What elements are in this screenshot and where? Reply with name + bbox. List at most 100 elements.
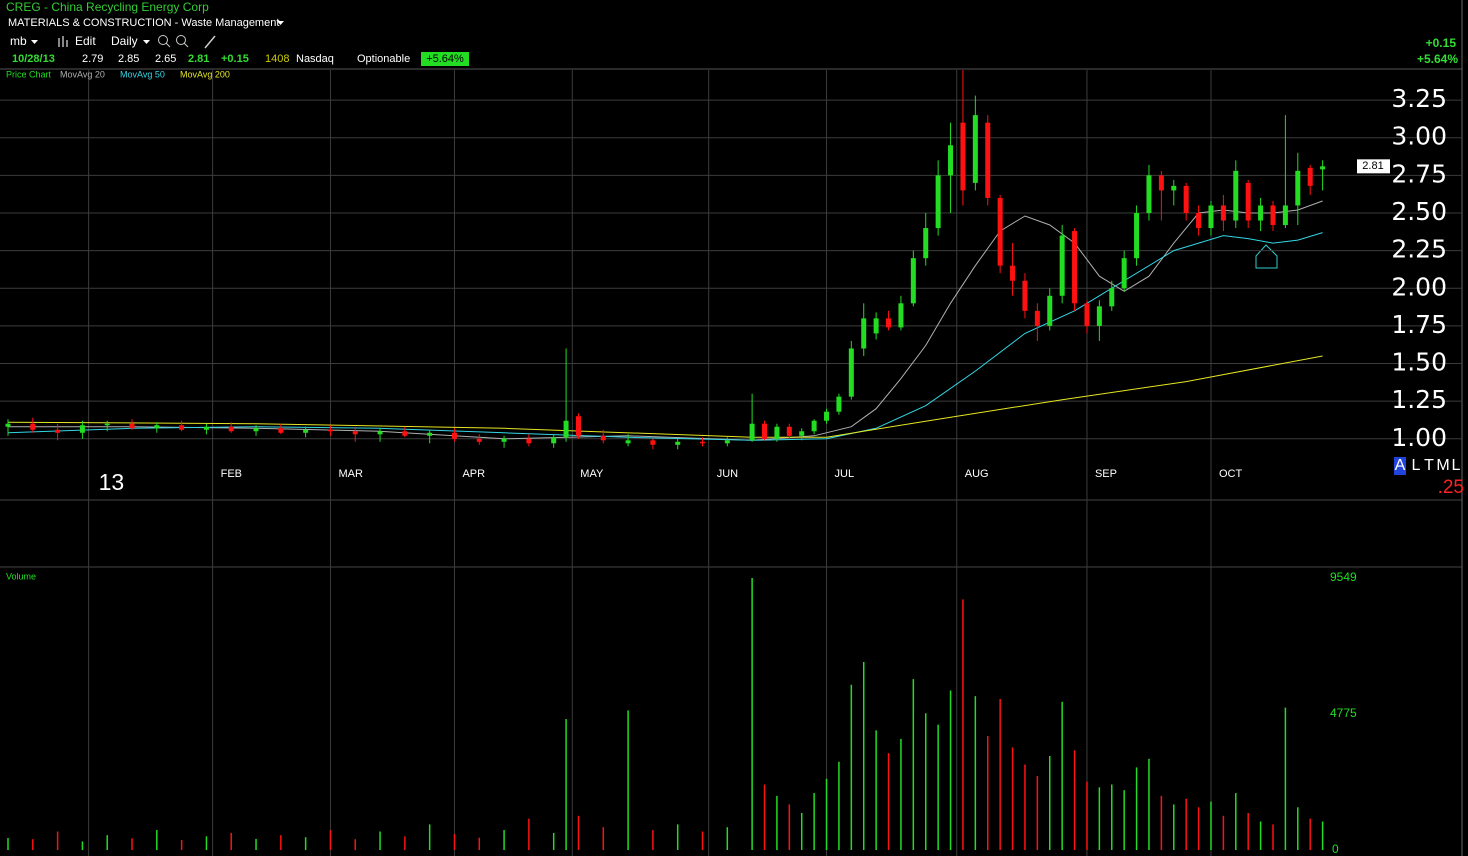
x-tick-label: MAY (580, 468, 604, 480)
y-tick-label: 1.00 (1391, 423, 1447, 452)
mark-layer (5, 70, 1326, 850)
candle-body (762, 423, 768, 439)
candle-body (1208, 205, 1214, 229)
footer-value: .25 (1438, 477, 1464, 498)
candle-body (129, 423, 135, 429)
y-tick-label: 2.50 (1391, 197, 1447, 226)
candle-body (501, 438, 507, 442)
candle-body (1022, 280, 1028, 311)
candle-body (55, 429, 61, 433)
candle-body (935, 175, 941, 229)
candle-body (278, 428, 284, 433)
candle-body (1320, 166, 1326, 170)
candle-body (749, 423, 755, 441)
candle-body (563, 420, 569, 438)
candle-body (1220, 205, 1226, 221)
quote-flag: Optionable (357, 53, 410, 65)
chart-icon[interactable] (58, 36, 68, 47)
sector-label[interactable]: MATERIALS & CONSTRUCTION - Waste Managem… (8, 17, 279, 29)
symbol-title: CREG - China Recycling Energy Corp (6, 0, 209, 14)
candle-body (228, 426, 234, 432)
candle-body (1047, 295, 1053, 326)
quote-open: 2.79 (82, 53, 103, 65)
candle-body (79, 425, 85, 433)
candle-body (5, 423, 11, 427)
candle-body (1146, 175, 1152, 213)
candle-body (910, 258, 916, 304)
candle-body (786, 426, 792, 436)
candle-body (1010, 265, 1016, 281)
candle-body (575, 416, 581, 436)
candle-body (179, 425, 185, 430)
x-tick-label: JUL (835, 468, 855, 480)
alert-icon[interactable] (1255, 244, 1278, 269)
candle-body (1233, 170, 1239, 221)
candle-body (811, 420, 817, 432)
letter-button[interactable]: L (1452, 457, 1461, 474)
edit-button[interactable]: Edit (75, 34, 96, 48)
letter-button[interactable]: A (1395, 457, 1406, 474)
candle-body (898, 303, 904, 328)
candle-body (824, 411, 830, 421)
candle-body (873, 318, 879, 334)
zoom-in[interactable] (158, 35, 171, 48)
candle-body (675, 441, 681, 445)
candle-body (1258, 205, 1264, 221)
candle-body (303, 429, 309, 433)
candle-body (402, 431, 408, 436)
change-badge (421, 52, 469, 66)
dropdown-arrow (277, 21, 284, 25)
y-tick-label: 4775 (1330, 706, 1357, 720)
candle-body (1109, 288, 1115, 307)
quote-change: +0.15 (221, 53, 249, 65)
candle-body (923, 228, 929, 259)
quote-volume: 1408 (265, 53, 289, 65)
summary-change: +0.15 (1426, 36, 1457, 50)
dropdown-arrow (31, 40, 38, 44)
candle-body (1270, 205, 1276, 226)
candle-body (1171, 185, 1177, 191)
x-tick-label: 13 (99, 469, 125, 495)
y-tick-label: 3.00 (1391, 122, 1447, 151)
candle-body (886, 318, 892, 328)
legend-entry: MovAvg 200 (180, 69, 230, 79)
candle-body (1121, 258, 1127, 289)
candle-body (327, 429, 333, 432)
candle-body (836, 396, 842, 412)
y-tick-label: 1.75 (1391, 310, 1447, 339)
moving-average-line (7, 355, 1323, 438)
quote-high: 2.85 (118, 53, 139, 65)
candle-body (1096, 306, 1102, 326)
dropdown-arrow (143, 40, 150, 44)
letter-button[interactable]: M (1436, 457, 1449, 474)
candle-body (1295, 170, 1301, 206)
y-tick-label: 3.25 (1391, 84, 1447, 113)
candle-body (972, 115, 978, 183)
candle-body (253, 428, 259, 432)
candle-body (997, 197, 1003, 266)
legend-title: Price Chart (6, 69, 52, 79)
candle-body (861, 318, 867, 349)
candle-body (1134, 213, 1140, 259)
draw-tool[interactable] (204, 35, 216, 49)
candle-body (1072, 231, 1078, 304)
quote-date: 10/28/13 (12, 53, 55, 65)
candle-body (154, 425, 160, 429)
zoom-out[interactable] (176, 35, 189, 48)
legend-entry: MovAvg 20 (60, 69, 105, 79)
candle-body (551, 437, 557, 444)
letter-button[interactable]: L (1412, 457, 1421, 474)
last-price-label: 2.81 (1362, 160, 1383, 172)
x-tick-label: OCT (1219, 468, 1243, 480)
candle-body (1158, 175, 1164, 191)
y-tick-label: 2.00 (1391, 272, 1447, 301)
x-tick-label: JUN (717, 468, 738, 480)
y-tick-label: 0 (1332, 842, 1339, 856)
layout-menu[interactable]: mb (10, 34, 27, 48)
letter-highlight (1394, 457, 1406, 475)
x-tick-label: APR (462, 468, 485, 480)
period-menu[interactable]: Daily (111, 34, 138, 48)
letter-button[interactable]: T (1424, 457, 1434, 474)
candle-body (526, 438, 532, 444)
y-tick-label: 1.50 (1391, 348, 1447, 377)
